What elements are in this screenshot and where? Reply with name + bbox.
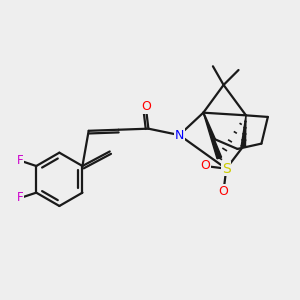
Text: F: F: [17, 154, 24, 167]
Text: N: N: [175, 129, 184, 142]
Text: F: F: [17, 191, 24, 205]
Polygon shape: [241, 115, 246, 146]
Text: O: O: [219, 184, 229, 198]
Text: S: S: [222, 162, 231, 176]
Text: O: O: [200, 160, 210, 172]
Polygon shape: [203, 113, 222, 159]
Text: O: O: [141, 100, 151, 113]
